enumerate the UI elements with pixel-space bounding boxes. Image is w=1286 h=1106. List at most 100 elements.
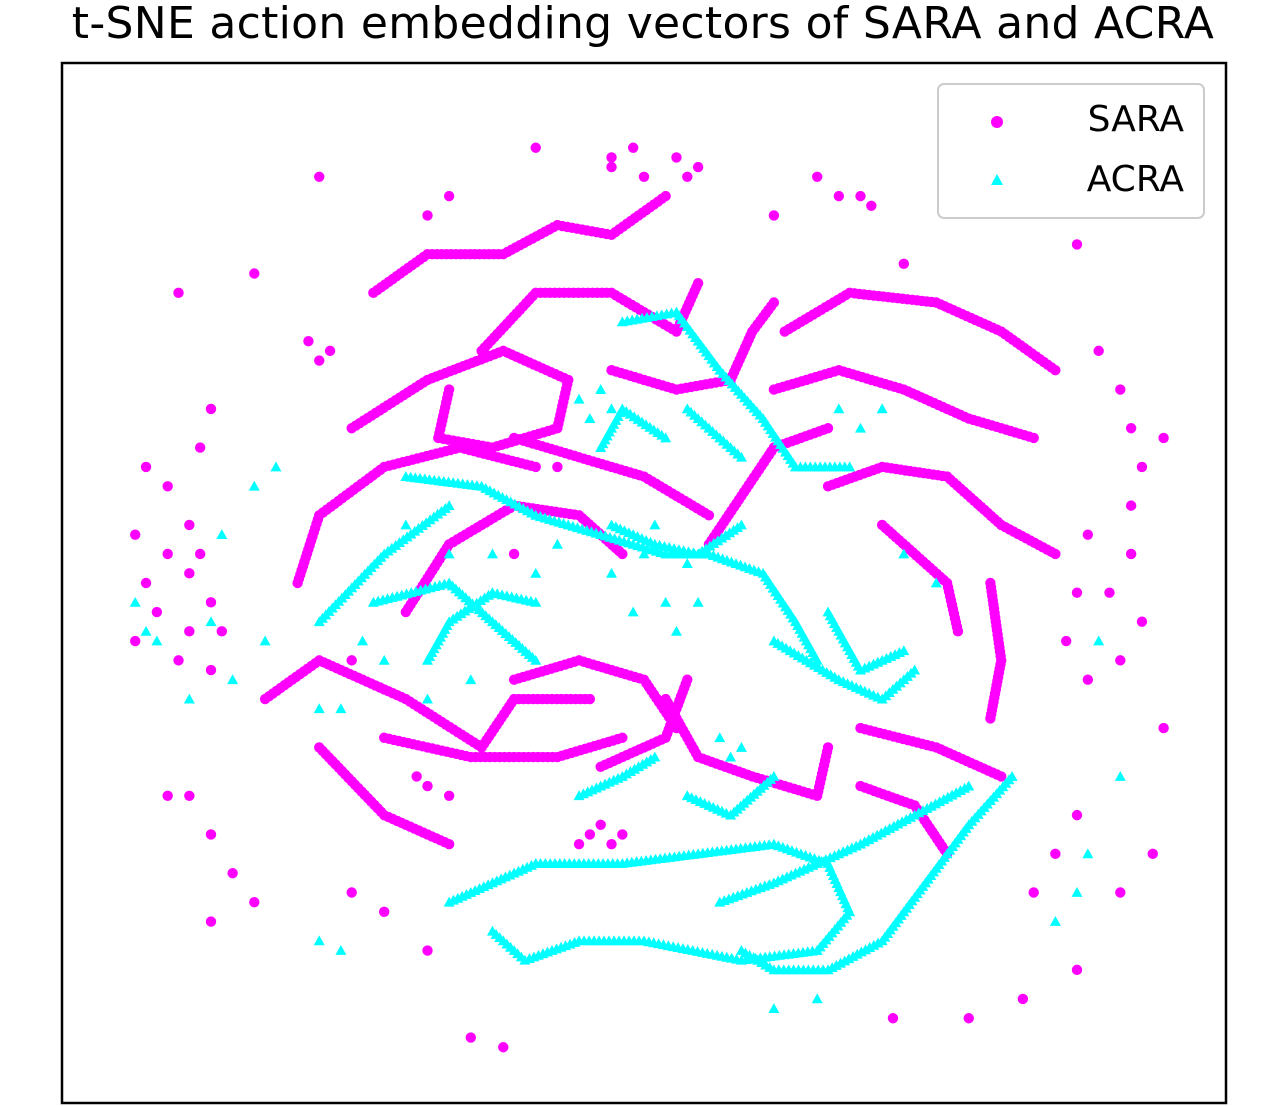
sara-point — [1071, 964, 1083, 976]
acra-point — [421, 654, 433, 665]
legend: SARA ACRA — [937, 83, 1205, 219]
sara-point — [606, 152, 617, 163]
sara-point — [184, 626, 195, 637]
acra-point — [660, 596, 672, 607]
acra-point — [768, 770, 780, 781]
acra-point — [227, 674, 239, 685]
sara-point — [205, 664, 217, 676]
acra-point — [443, 500, 455, 511]
acra-point — [1049, 916, 1061, 926]
acra-point — [573, 393, 585, 404]
acra-point — [129, 596, 141, 607]
acra-point — [681, 558, 693, 569]
sara-point — [1050, 548, 1061, 560]
sara-point — [1125, 500, 1137, 511]
sara-point — [1136, 461, 1148, 473]
acra-point — [606, 403, 618, 414]
sara-point — [1060, 635, 1072, 647]
sara-point — [1028, 887, 1039, 898]
acra-point — [909, 664, 921, 675]
sara-point — [703, 510, 715, 521]
acra-point — [963, 780, 975, 791]
sara-point — [530, 142, 541, 153]
sara-point — [617, 732, 628, 743]
acra-point — [833, 403, 845, 414]
sara-point — [584, 693, 596, 705]
sara-point — [140, 461, 152, 473]
sara-point — [898, 258, 910, 270]
acra-point — [649, 519, 661, 530]
sara-point — [249, 268, 260, 279]
acra-point — [1114, 770, 1126, 781]
sara-point — [627, 142, 639, 153]
sara-point — [1104, 587, 1115, 598]
acra-point — [216, 529, 228, 540]
sara-point — [573, 838, 585, 850]
acra-point — [1006, 770, 1018, 781]
acra-point — [357, 635, 369, 646]
sara-point — [184, 519, 195, 531]
sara-point — [422, 780, 433, 792]
sara-point — [866, 200, 877, 211]
sara-point — [985, 713, 996, 724]
acra-point — [140, 625, 152, 636]
sara-point — [346, 887, 357, 898]
sara-point — [443, 384, 455, 395]
acra-point — [898, 645, 910, 656]
sara-point — [205, 597, 217, 608]
legend-acra-label: ACRA — [1087, 159, 1185, 200]
sara-point — [249, 896, 260, 908]
sara-point — [833, 190, 845, 202]
sara-point — [162, 790, 173, 801]
sara-point — [130, 635, 141, 647]
sara-point — [346, 655, 357, 666]
sara-point — [530, 461, 541, 473]
sara-point — [216, 626, 228, 637]
acra-point — [1071, 887, 1083, 897]
sara-point — [205, 916, 217, 927]
acra-point — [313, 703, 325, 714]
sara-point — [173, 655, 184, 666]
plot-frame — [60, 61, 1228, 1105]
sara-point — [314, 171, 325, 182]
acra-point — [248, 480, 260, 491]
sara-point — [184, 790, 195, 801]
sara-point — [682, 171, 693, 182]
sara-point — [660, 190, 671, 202]
sara-point — [887, 1013, 899, 1024]
sara-point — [443, 838, 455, 850]
sara-point — [324, 345, 336, 357]
acra-point — [768, 1003, 780, 1013]
sara-point — [162, 548, 173, 560]
sara-point — [617, 548, 628, 560]
sara-point — [508, 548, 520, 560]
acra-point — [855, 422, 867, 433]
sara-point — [1017, 993, 1029, 1005]
acra-point — [1082, 848, 1094, 859]
sara-point — [595, 819, 606, 830]
sara-point — [227, 867, 238, 879]
legend-box — [937, 83, 1205, 219]
sara-point — [498, 1042, 509, 1053]
sara-point — [162, 481, 173, 492]
acra-point — [735, 519, 747, 530]
acra-point — [811, 993, 823, 1004]
acra-point — [638, 548, 650, 559]
acra-point — [313, 935, 325, 946]
legend-sara-marker — [991, 116, 1003, 128]
sara-point — [692, 277, 704, 289]
sara-point — [194, 442, 206, 453]
sara-point — [552, 461, 563, 473]
sara-point — [205, 403, 217, 415]
sara-point — [671, 152, 682, 163]
acra-point — [335, 945, 347, 955]
sara-point — [952, 626, 964, 637]
acra-point — [1093, 635, 1105, 646]
sara-point — [1071, 809, 1083, 821]
acra-point — [400, 519, 412, 530]
sara-point — [692, 161, 704, 173]
points-layer — [129, 142, 1169, 1053]
sara-point — [682, 674, 693, 685]
sara-point — [638, 171, 650, 182]
